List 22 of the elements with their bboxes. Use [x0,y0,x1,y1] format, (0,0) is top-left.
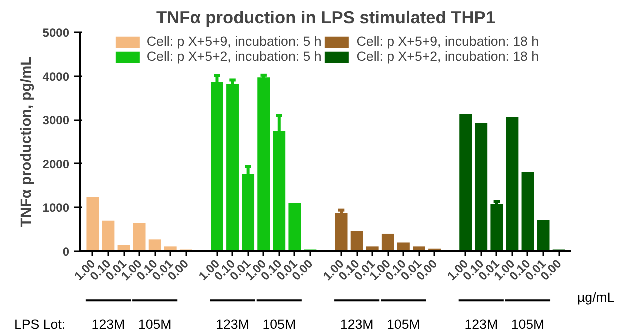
y-tick-label: 1000 [42,201,70,216]
legend-label: Cell: p X+5+2, incubation: 18 h [356,49,540,64]
text: 105M [511,317,545,332]
text: 123M [92,317,126,332]
text: 105M [138,317,172,332]
text: 105M [262,317,296,332]
y-tick-label: 2000 [42,157,70,172]
y-tick-label: 0 [62,245,70,259]
y-axis-title: TNFα production, pg/mL [18,56,35,228]
text: 123M [464,317,498,332]
text: 123M [216,317,250,332]
text: 123M [340,317,374,332]
legend-label: Cell: p X+5+9, incubation: 5 h [146,34,322,49]
text: 105M [387,317,420,332]
text: µg/mL [578,290,615,305]
chart-title: TNFα production in LPS stimulated THP1 [156,8,496,28]
text: LPS Lot: [14,317,66,332]
y-tick-label: 4000 [42,70,70,84]
y-tick-label: 3000 [42,114,70,128]
legend-label: Cell: p X+5+2, incubation: 5 h [146,49,322,64]
y-tick-label: 5000 [42,26,70,40]
legend-label: Cell: p X+5+9, incubation: 18 h [356,34,540,49]
